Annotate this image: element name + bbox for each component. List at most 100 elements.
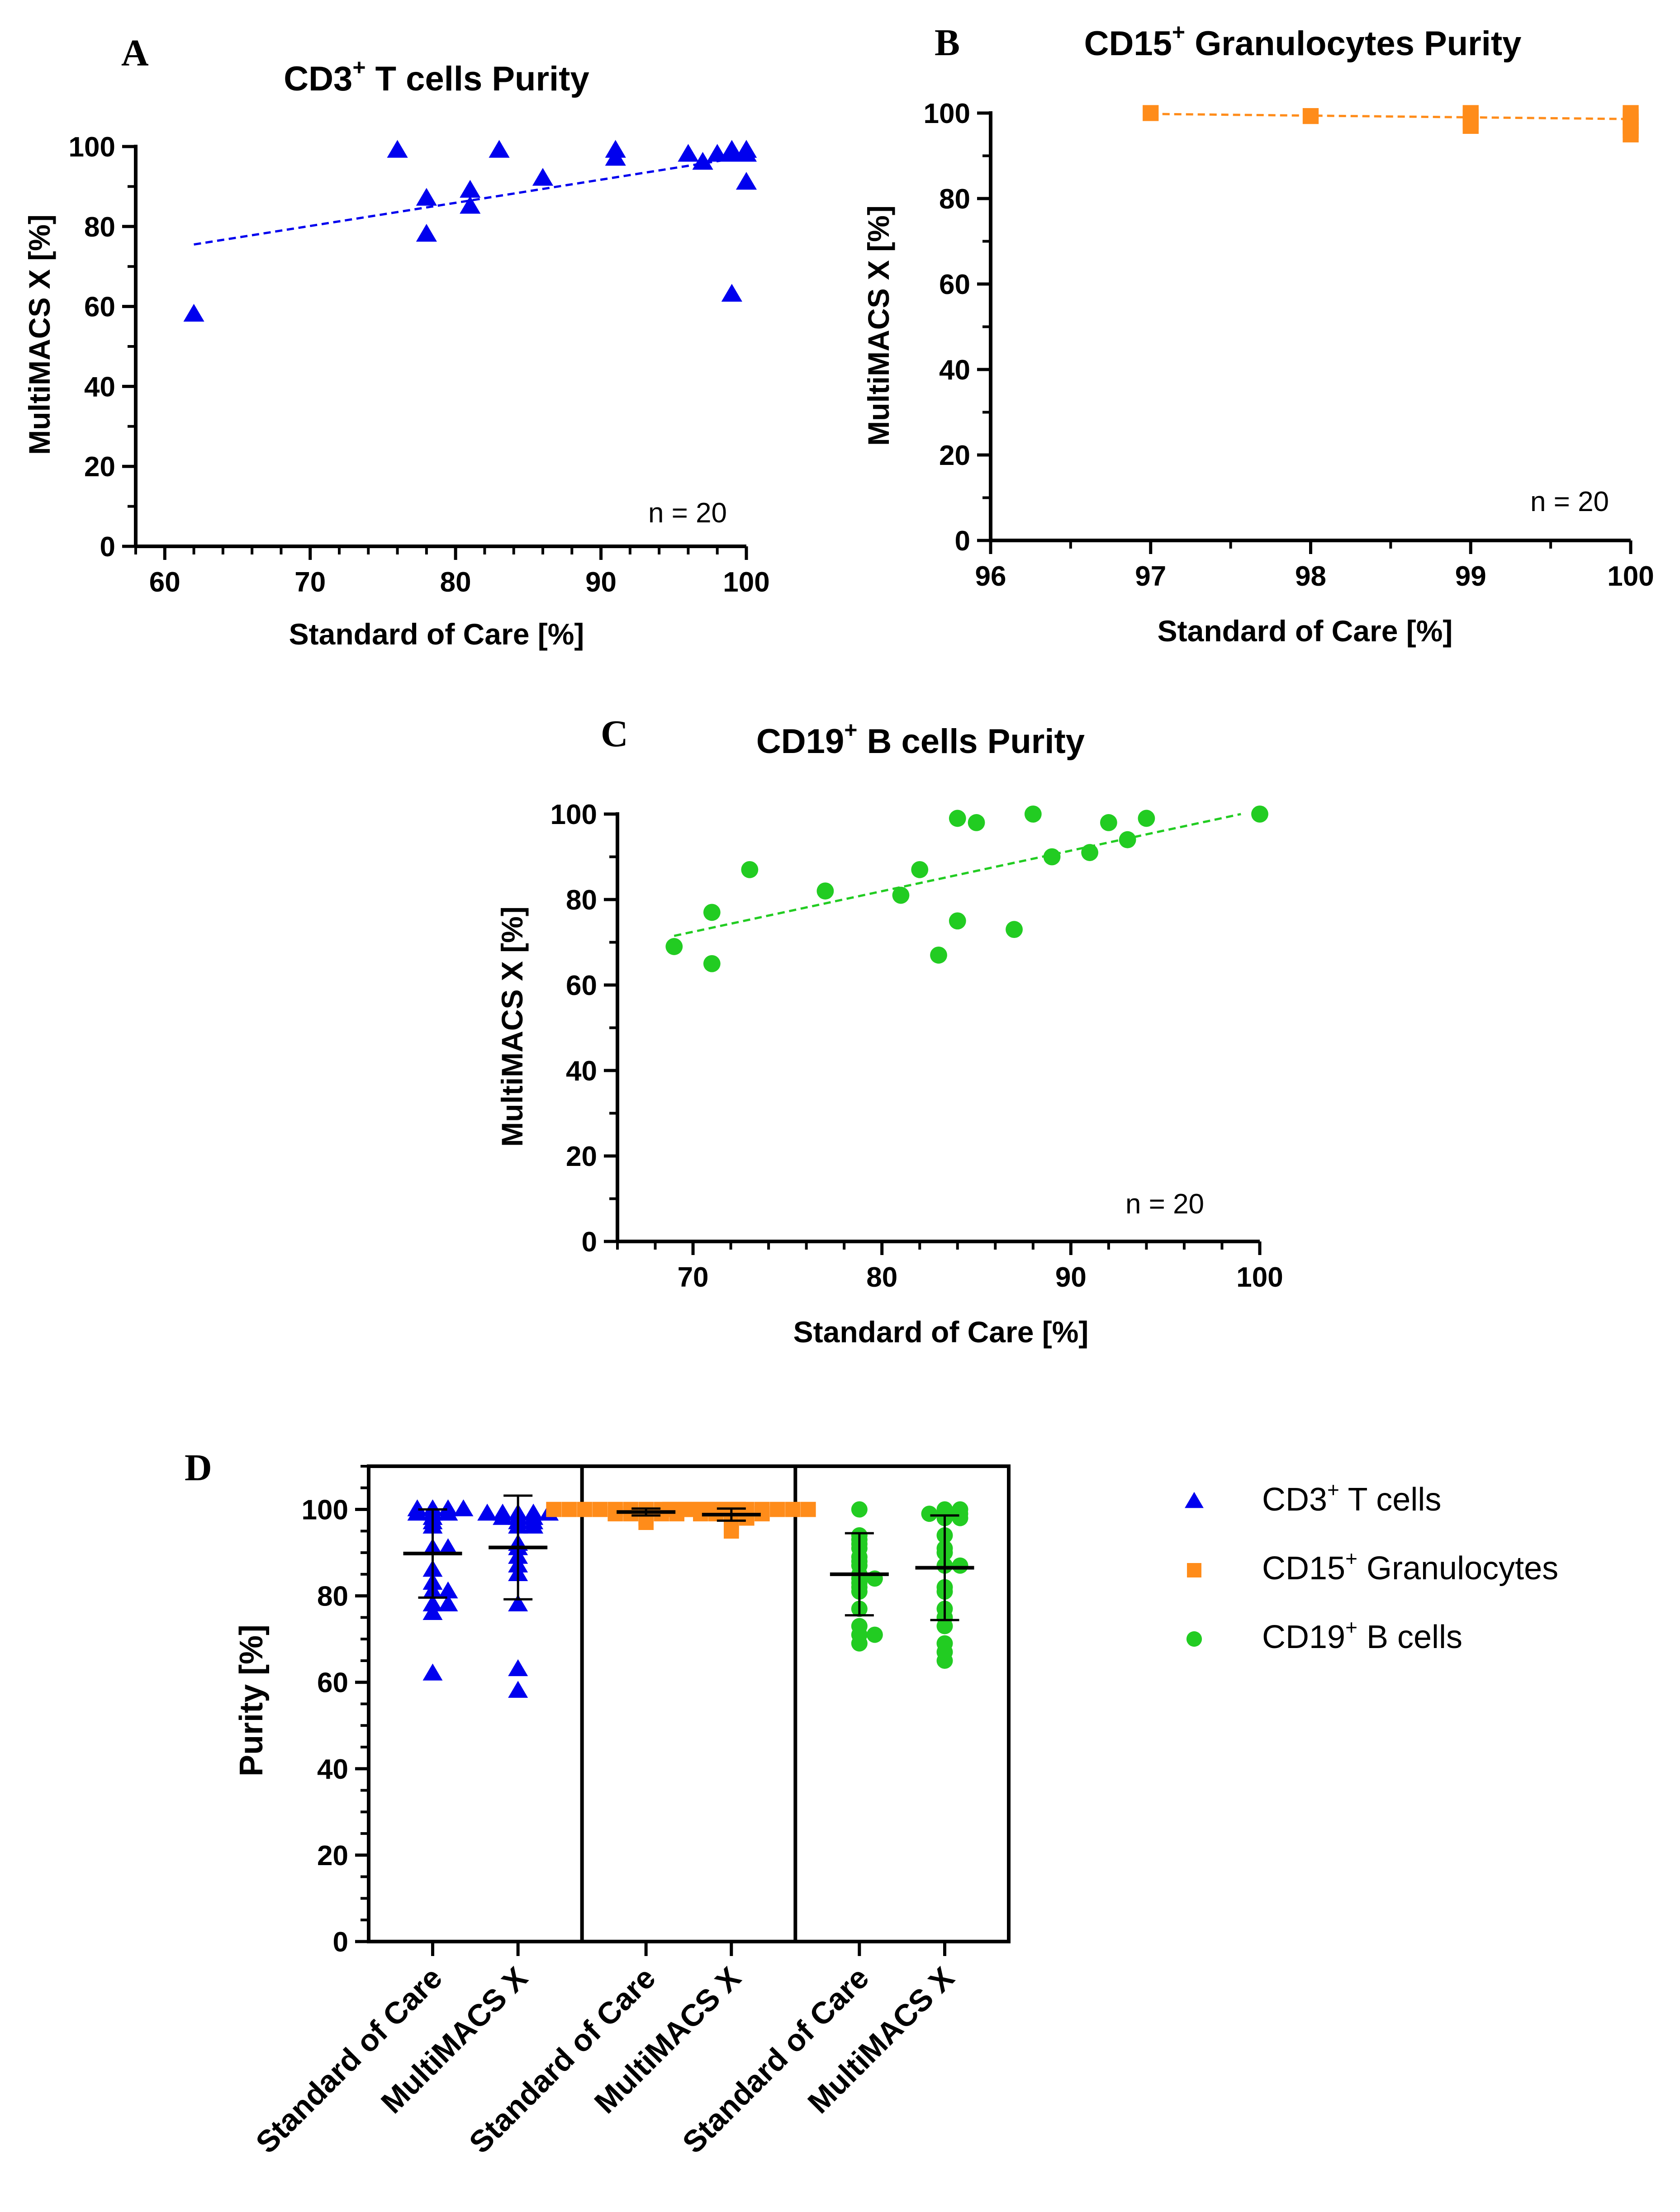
data-point — [678, 144, 699, 162]
data-point — [1623, 126, 1639, 142]
x-tick-label: 80 — [866, 1262, 897, 1293]
data-point — [407, 1503, 427, 1521]
chart-c-annotation: n = 20 — [1125, 1189, 1204, 1220]
data-point — [770, 1502, 785, 1517]
chart-c-axes: 0 20 40 60 80 100 70 80 90 100 — [551, 799, 1283, 1293]
chart-b-axes: 0 20 40 60 80 100 96 97 98 99 100 — [924, 98, 1654, 592]
x-tick-label: 97 — [1135, 561, 1166, 592]
chart-a-title-rest: T cells Purity — [366, 60, 589, 98]
data-point — [577, 1502, 592, 1517]
data-point — [1302, 108, 1319, 124]
chart-b-annotation: n = 20 — [1530, 486, 1609, 517]
data-point — [952, 1501, 968, 1518]
plot-frame — [367, 1464, 1011, 1943]
data-point — [460, 180, 481, 198]
y-tick-label: 20 — [317, 1840, 348, 1871]
legend-label: CD3+ T cells — [1262, 1478, 1441, 1518]
chart-c-title: CD19+ B cells Purity — [756, 717, 1085, 761]
data-point — [892, 886, 910, 904]
panel-letter-b: B — [935, 22, 960, 64]
data-point — [801, 1502, 816, 1517]
chart-b-title-sup: + — [1172, 19, 1185, 45]
legend-label-sup: + — [1345, 1547, 1357, 1570]
y-tick-label: 100 — [69, 132, 115, 163]
legend-label-rest: B cells — [1357, 1619, 1462, 1655]
data-point — [508, 1594, 528, 1611]
chart-d-y-axis-label: Purity [%] — [233, 1625, 270, 1776]
regression-line — [674, 813, 1241, 937]
data-point — [1043, 848, 1061, 866]
data-point — [460, 196, 481, 214]
y-tick-label: 0 — [582, 1227, 597, 1258]
x-tick-label: 100 — [723, 567, 769, 598]
chart-c-fit-line — [674, 813, 1241, 937]
x-tick-label: 70 — [294, 567, 326, 598]
y-tick-label: 80 — [566, 885, 597, 916]
chart-a-title-sup: + — [352, 55, 365, 80]
chart-c: CD19+ B cells Purity 0 20 40 60 80 100 70 80 90 1… — [495, 717, 1283, 1349]
legend-marker — [1186, 1631, 1202, 1647]
chart-b-title-main: CD15 — [1084, 24, 1172, 63]
legend-label: CD19+ B cells — [1262, 1615, 1462, 1655]
data-point — [523, 1503, 544, 1521]
y-tick-label: 0 — [333, 1927, 348, 1958]
y-tick-label: 100 — [551, 799, 597, 830]
data-point — [416, 224, 437, 242]
data-point — [936, 1501, 953, 1518]
legend-label-main: CD15 — [1262, 1550, 1345, 1587]
y-tick-label: 40 — [317, 1754, 348, 1785]
y-tick-label: 60 — [939, 269, 970, 300]
y-tick-label: 80 — [84, 212, 115, 243]
data-point — [949, 912, 966, 930]
data-point — [605, 148, 626, 166]
data-point — [422, 1594, 443, 1611]
data-point — [816, 882, 834, 900]
chart-d-axes: 0 20 40 60 80 100 — [302, 1464, 1011, 1958]
data-point — [438, 1594, 458, 1611]
legend-marker — [1187, 1563, 1201, 1577]
y-tick-label: 0 — [100, 531, 115, 563]
x-tick-label: 100 — [1236, 1262, 1283, 1293]
y-tick-label: 0 — [955, 526, 970, 557]
x-tick-label: 90 — [585, 567, 617, 598]
data-point — [438, 1538, 458, 1555]
data-point — [721, 284, 742, 302]
data-point — [1462, 118, 1479, 134]
y-tick-label: 60 — [317, 1667, 348, 1699]
x-tick-label: 60 — [149, 567, 180, 598]
data-point — [546, 1502, 561, 1517]
data-point — [1081, 844, 1099, 861]
chart-a-points — [183, 140, 757, 322]
data-point — [1143, 105, 1159, 121]
x-tick-label: 80 — [440, 567, 471, 598]
chart-c-title-sup: + — [844, 717, 857, 743]
chart-b-y-axis-label: MultiMACS X [%] — [862, 205, 895, 446]
data-point — [736, 172, 757, 190]
data-point — [968, 814, 985, 831]
data-point — [692, 152, 713, 170]
x-tick-label: 99 — [1455, 561, 1486, 592]
legend-label-sup: + — [1327, 1478, 1339, 1502]
y-tick-label: 100 — [302, 1495, 348, 1526]
data-point — [489, 140, 510, 158]
panel-letter-c: C — [601, 713, 628, 755]
data-point — [592, 1502, 607, 1517]
x-tick-label: 100 — [1607, 561, 1654, 592]
data-point — [508, 1681, 528, 1698]
data-point — [678, 1502, 693, 1517]
legend-marker — [1185, 1492, 1204, 1508]
chart-a-title: CD3+ T cells Purity — [284, 55, 589, 98]
data-point — [453, 1499, 474, 1516]
data-point — [930, 946, 947, 964]
data-point — [703, 955, 721, 972]
y-tick-label: 100 — [924, 98, 970, 129]
legend-label-rest: Granulocytes — [1357, 1550, 1558, 1587]
chart-d-points — [407, 1499, 968, 1698]
data-point — [936, 1635, 953, 1652]
x-tick-label: 96 — [975, 561, 1006, 592]
data-point — [1100, 814, 1117, 831]
chart-c-points — [665, 805, 1268, 972]
